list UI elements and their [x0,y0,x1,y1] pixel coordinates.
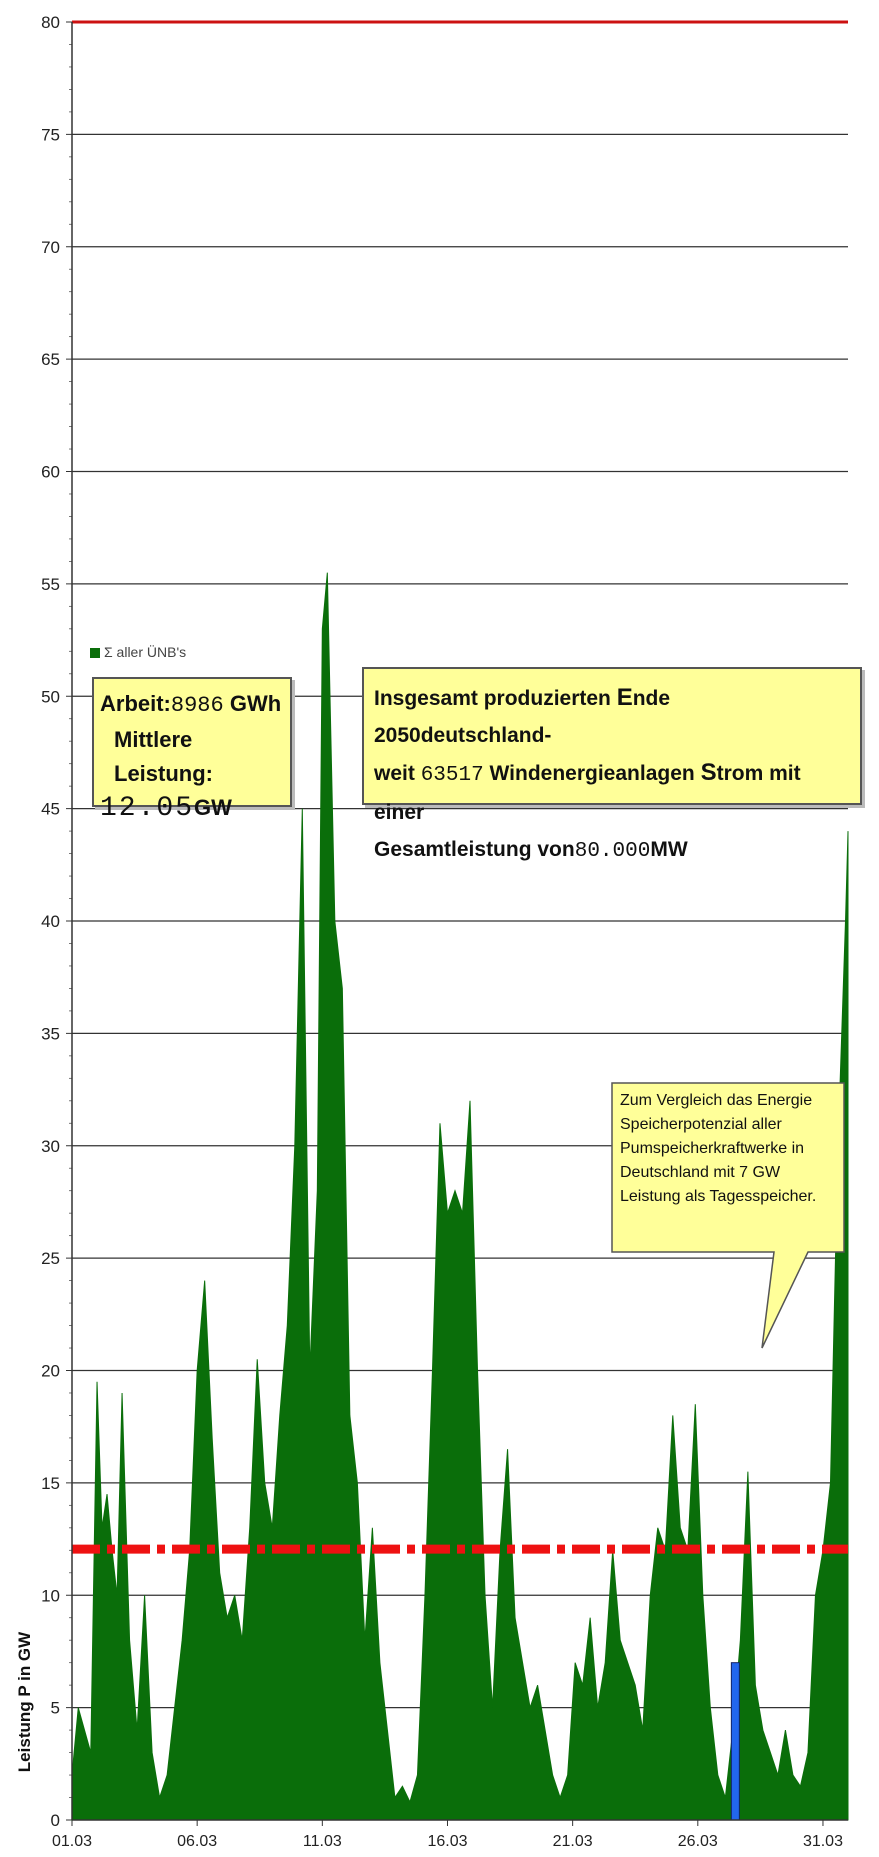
energy-label: Arbeit: [100,691,171,716]
energy-summary-box: Arbeit:8986 GWh Mittlere Leistung: 12.05… [92,677,292,824]
info-text-1: Insgesamt produzierten [374,687,617,710]
ytick-label-20: 20 [41,1362,60,1381]
xtick-label-11: 11.03 [303,1833,342,1850]
info-text-4: deutschland- [420,724,552,747]
xtick-label-26: 26.03 [678,1833,718,1850]
energy-value: 8986 [170,693,224,718]
installation-info-box: Insgesamt produzierten Ende 2050deutschl… [362,667,862,863]
info-text-5: weit [374,762,421,785]
info-text-8: S [700,759,717,786]
xtick-label-6: 06.03 [177,1833,217,1850]
xtick-label-1: 01.03 [52,1833,92,1850]
ytick-label-15: 15 [41,1474,60,1493]
ytick-label-80: 80 [41,13,60,32]
pumped-storage-bar [730,1662,740,1821]
ytick-label-45: 45 [41,800,60,819]
ytick-label-5: 5 [51,1699,60,1718]
xtick-label-21: 21.03 [553,1833,593,1850]
mean-power-line-label: Mittlere Leistung: [100,723,284,791]
xtick-label-16: 16.03 [427,1833,467,1850]
info-text-7: Windenergieanlagen [483,762,701,785]
mean-power-value: 12.05 [100,793,195,824]
ytick-label-60: 60 [41,463,60,482]
info-text-3: nde 2050 [374,687,671,747]
info-text-2: E [616,684,633,711]
ytick-label-70: 70 [41,238,60,257]
ytick-label-25: 25 [41,1249,60,1268]
callout-bubble [611,1082,845,1349]
axes [71,22,848,1821]
info-text-12: MW [650,838,688,861]
info-text-11: 80.000 [574,840,651,863]
ytick-label-10: 10 [41,1586,60,1605]
energy-unit: GWh [229,691,282,716]
xtick-label-31: 31.03 [803,1833,843,1850]
ytick-label-55: 55 [41,575,60,594]
x-axis-ticks: 01.03 06.03 11.03 16.03 21.03 26.03 31.03 [52,1820,843,1850]
legend: Σ aller ÜNB's [90,644,186,660]
ytick-label-65: 65 [41,350,60,369]
mean-power-value-line: 12.05GW [100,791,284,826]
ytick-label-40: 40 [41,912,60,931]
mean-power-unit: GW [194,795,232,820]
ytick-label-30: 30 [41,1137,60,1156]
ytick-label-0: 0 [51,1811,60,1830]
info-text-6: 63517 [420,764,484,787]
y-axis-ticks: 0 5 10 15 20 25 30 35 40 45 50 55 60 65 70 75 80 [41,13,72,1830]
y-axis-label: Leistung P in GW [15,1631,34,1772]
info-text-9: trom mit einer [374,762,801,824]
ytick-label-50: 50 [41,687,60,706]
ytick-label-35: 35 [41,1024,60,1043]
legend-label: Σ aller ÜNB's [104,644,187,660]
legend-swatch [90,648,100,659]
storage-callout-text: Zum Vergleich das Energie Speicherpotenz… [620,1092,817,1205]
info-text-10: Gesamtleistung von [374,838,575,861]
energy-line: Arbeit:8986 GWh [100,687,284,723]
ytick-label-75: 75 [41,125,60,144]
wind-power-area [71,572,849,1821]
mean-power-label: Mittlere Leistung: [114,727,213,786]
